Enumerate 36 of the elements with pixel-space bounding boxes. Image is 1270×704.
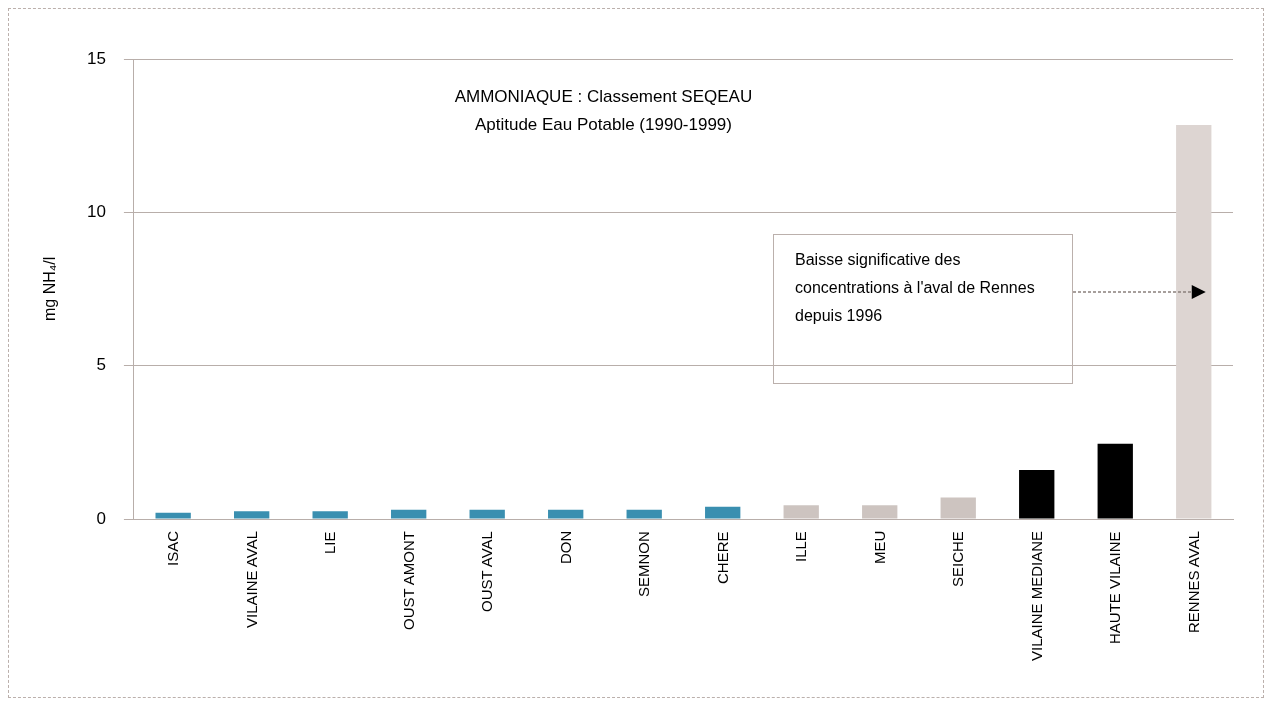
bar	[391, 509, 427, 519]
y-axis-title: mg NH₄/l	[40, 255, 59, 324]
x-tick-label: VILAINE AVAL	[241, 531, 261, 630]
bar	[469, 509, 505, 519]
bar	[155, 512, 191, 519]
x-tick-label: OUST AMONT	[398, 531, 418, 632]
x-tick-label: MEU	[869, 531, 889, 567]
x-tick-label: SEICHE	[948, 531, 968, 589]
bar	[1097, 443, 1133, 519]
y-tick-label: 15	[86, 48, 106, 68]
bar	[548, 509, 584, 519]
text: AMMONIAQUE : Classement SEQEAU	[453, 86, 754, 108]
bar	[626, 509, 662, 519]
y-tick-label: 10	[86, 202, 106, 222]
text: Aptitude Eau Potable (1990-1999)	[473, 114, 733, 136]
bar	[705, 506, 741, 519]
x-tick-label: VILAINE MEDIANE	[1026, 531, 1046, 664]
x-tick-label: HAUTE VILAINE	[1105, 531, 1125, 646]
bar	[234, 511, 270, 519]
x-tick-label: ISAC	[163, 531, 183, 568]
bar	[783, 505, 819, 519]
y-tick-label: 5	[96, 355, 106, 375]
bar	[1019, 469, 1055, 519]
x-tick-label: LIE	[320, 531, 340, 556]
x-tick-label: OUST AVAL	[477, 531, 497, 614]
bar	[312, 511, 348, 519]
bar	[1176, 124, 1212, 519]
x-tick-label: RENNES AVAL	[1183, 531, 1203, 635]
x-tick-label: SEMNON	[634, 531, 654, 599]
y-tick-label: 0	[96, 508, 106, 528]
x-tick-label: DON	[555, 531, 575, 567]
bar	[862, 505, 898, 519]
bar	[940, 497, 976, 519]
x-tick-label: ILLE	[791, 531, 811, 564]
x-tick-label: CHERE	[712, 531, 732, 586]
annotation: Baisse significative des concentrations à l'aval de Rennes depuis 1996	[795, 250, 1036, 326]
